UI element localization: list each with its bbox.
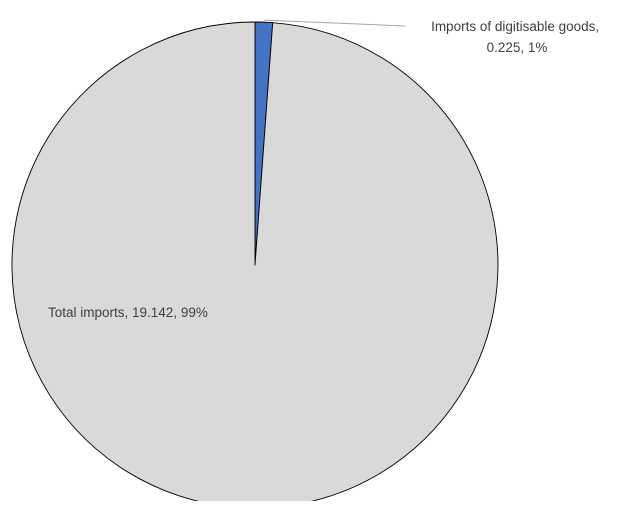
leader-line-digitisable-goods [263,19,406,27]
data-label-digitisable-goods: Imports of digitisable goods, 0.225, 1% [431,19,603,55]
data-label-total-imports: Total imports, 19.142, 99% [48,305,208,320]
pie-slices [11,21,499,506]
data-label-digitisable-goods-line2: 0.225, 1% [487,40,548,55]
data-label-digitisable-goods-line1: Imports of digitisable goods, [431,19,599,34]
pie-slice-total-imports [11,21,499,506]
